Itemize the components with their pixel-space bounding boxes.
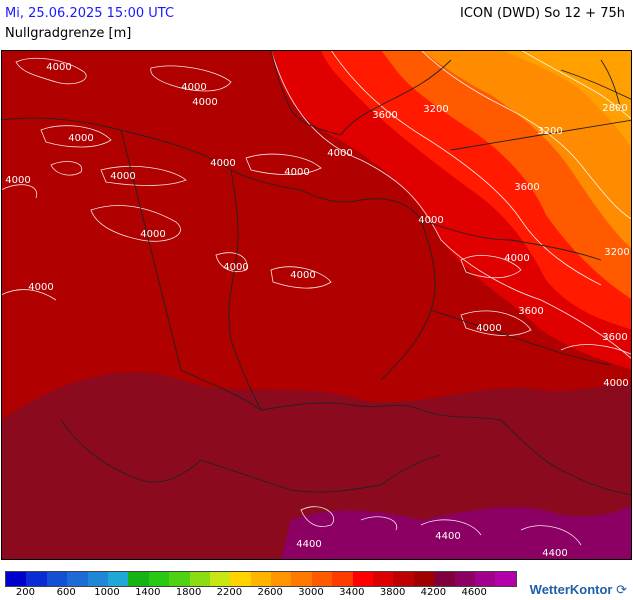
contour-label: 4000 bbox=[290, 270, 315, 281]
colorbar-cell bbox=[250, 572, 272, 586]
colorbar-cell bbox=[352, 572, 374, 586]
colorbar-cell bbox=[148, 572, 170, 586]
contour-label: 3600 bbox=[514, 182, 539, 193]
contour-label: 4400 bbox=[542, 548, 567, 559]
colorbar-cell bbox=[26, 572, 47, 586]
colorbar-cell bbox=[230, 572, 251, 586]
colorbar-tick-label: 4200 bbox=[420, 587, 447, 598]
contour-label: 4000 bbox=[210, 158, 235, 169]
contour-label: 2800 bbox=[602, 103, 627, 114]
contour-label: 4000 bbox=[223, 262, 248, 273]
header-datetime: Mi, 25.06.2025 15:00 UTC bbox=[5, 6, 175, 21]
contour-label: 4000 bbox=[504, 253, 529, 264]
logo-swirl-icon: ⟳ bbox=[612, 582, 627, 597]
contour-label: 4000 bbox=[5, 175, 30, 186]
field-zone-2400 bbox=[503, 51, 631, 147]
colorbar-tick-label: 3800 bbox=[379, 587, 406, 598]
colorbar-cell bbox=[454, 572, 475, 586]
colorbar-cell bbox=[495, 572, 516, 586]
colorbar-cell bbox=[413, 572, 435, 586]
contour-label: 4000 bbox=[46, 62, 71, 73]
colorbar-cell bbox=[107, 572, 129, 586]
contour-label: 4000 bbox=[327, 148, 352, 159]
weather-map[interactable]: 4000 4000 4000 4000 4000 4000 4000 4000 4000 4000… bbox=[1, 50, 632, 560]
contour-label: 3600 bbox=[602, 332, 627, 343]
colorbar-cell bbox=[332, 572, 353, 586]
contour-label: 4000 bbox=[68, 133, 93, 144]
field-zone-4400 bbox=[281, 505, 631, 559]
contour-label: 4000 bbox=[476, 323, 501, 334]
header-subtitle: Nullgradgrenze [m] bbox=[5, 26, 132, 41]
colorbar-cell bbox=[393, 572, 414, 586]
header-model-run: ICON (DWD) So 12 + 75h bbox=[460, 6, 625, 21]
colorbar-tick-label: 2200 bbox=[216, 587, 243, 598]
colorbar-cell bbox=[373, 572, 394, 586]
colorbar-cell bbox=[311, 572, 333, 586]
colorbar-ticks: 200 600 1000 1400 1800 2200 2600 3000 3400 3800 42… bbox=[5, 587, 525, 599]
colorbar-tick-label: 200 bbox=[15, 587, 35, 598]
colorbar-cell bbox=[474, 572, 496, 586]
contour-label: 3200 bbox=[537, 126, 562, 137]
colorbar-cell bbox=[87, 572, 108, 586]
wetterkontor-logo: WetterKontor ⟳ bbox=[529, 582, 627, 597]
colorbar-cell bbox=[6, 572, 27, 586]
isolines bbox=[2, 51, 631, 546]
borders bbox=[2, 51, 631, 496]
field-zone-2800 bbox=[422, 51, 631, 249]
contour-label: 4400 bbox=[296, 539, 321, 550]
colorbar-cell bbox=[169, 572, 190, 586]
colorbar-tick-label: 600 bbox=[56, 587, 76, 598]
colorbar-cell bbox=[67, 572, 88, 586]
contour-label: 4000 bbox=[603, 378, 628, 389]
colorbar-tick-label: 1400 bbox=[135, 587, 161, 598]
colorbar-cell bbox=[209, 572, 231, 586]
contour-label: 4000 bbox=[284, 167, 309, 178]
colorbar-tick-label: 2600 bbox=[257, 587, 283, 598]
contour-label: 4400 bbox=[435, 531, 460, 542]
colorbar-tick-label: 1000 bbox=[94, 587, 120, 598]
contour-labels: 4000 4000 4000 4000 4000 4000 4000 4000 4000 4000… bbox=[5, 62, 629, 559]
colorbar-tick-label: 1800 bbox=[175, 587, 202, 598]
colorbar-cell bbox=[46, 572, 68, 586]
contour-label: 4000 bbox=[192, 97, 217, 108]
colorbar-cell bbox=[291, 572, 312, 586]
contour-label: 4000 bbox=[418, 215, 443, 226]
contour-label: 4000 bbox=[181, 82, 206, 93]
contour-label: 3200 bbox=[604, 247, 629, 258]
colorbar-tick-label: 4600 bbox=[461, 587, 487, 598]
contour-label: 3200 bbox=[423, 104, 448, 115]
contour-label: 3600 bbox=[372, 110, 397, 121]
colorbar-cell bbox=[128, 572, 149, 586]
colorbar-cell bbox=[189, 572, 210, 586]
colorbar bbox=[5, 571, 517, 587]
colorbar-cell bbox=[434, 572, 455, 586]
colorbar-cell bbox=[271, 572, 292, 586]
colorbar-tick-label: 3400 bbox=[339, 587, 365, 598]
contour-label: 3600 bbox=[518, 306, 543, 317]
contour-label: 4000 bbox=[110, 171, 135, 182]
contour-label: 4000 bbox=[28, 282, 53, 293]
colorbar-tick-label: 3000 bbox=[298, 587, 324, 598]
contour-label: 4000 bbox=[140, 229, 165, 240]
